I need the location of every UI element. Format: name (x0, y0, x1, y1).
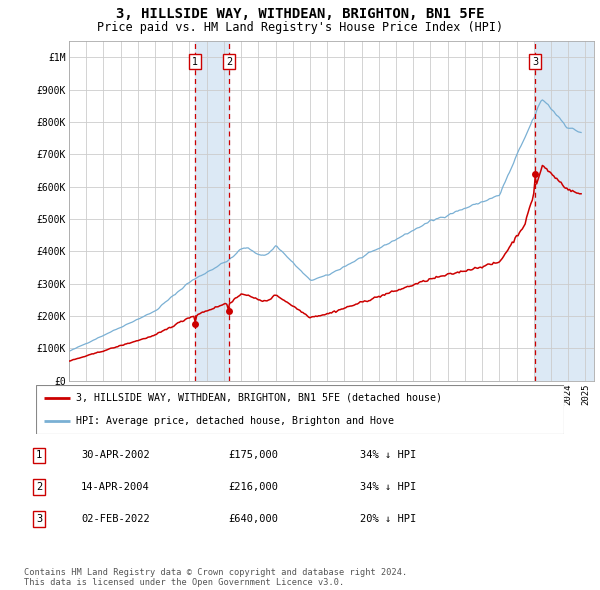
Text: 34% ↓ HPI: 34% ↓ HPI (360, 483, 416, 492)
Text: 3, HILLSIDE WAY, WITHDEAN, BRIGHTON, BN1 5FE: 3, HILLSIDE WAY, WITHDEAN, BRIGHTON, BN1… (116, 7, 484, 21)
Text: 14-APR-2004: 14-APR-2004 (81, 483, 150, 492)
Text: 34% ↓ HPI: 34% ↓ HPI (360, 451, 416, 460)
Text: 3, HILLSIDE WAY, WITHDEAN, BRIGHTON, BN1 5FE (detached house): 3, HILLSIDE WAY, WITHDEAN, BRIGHTON, BN1… (76, 393, 442, 403)
Text: HPI: Average price, detached house, Brighton and Hove: HPI: Average price, detached house, Brig… (76, 416, 394, 426)
Text: 1: 1 (192, 57, 198, 67)
Text: 1: 1 (36, 451, 42, 460)
Text: 2: 2 (226, 57, 232, 67)
Text: 3: 3 (36, 514, 42, 524)
Text: £175,000: £175,000 (228, 451, 278, 460)
Text: 2: 2 (36, 483, 42, 492)
Text: 30-APR-2002: 30-APR-2002 (81, 451, 150, 460)
Text: Contains HM Land Registry data © Crown copyright and database right 2024.
This d: Contains HM Land Registry data © Crown c… (24, 568, 407, 587)
Bar (535, 41, 594, 381)
Text: £640,000: £640,000 (228, 514, 278, 524)
Text: 20% ↓ HPI: 20% ↓ HPI (360, 514, 416, 524)
Text: 3: 3 (532, 57, 538, 67)
Text: 02-FEB-2022: 02-FEB-2022 (81, 514, 150, 524)
Text: £216,000: £216,000 (228, 483, 278, 492)
Text: Price paid vs. HM Land Registry's House Price Index (HPI): Price paid vs. HM Land Registry's House … (97, 21, 503, 34)
Bar (195, 41, 229, 381)
